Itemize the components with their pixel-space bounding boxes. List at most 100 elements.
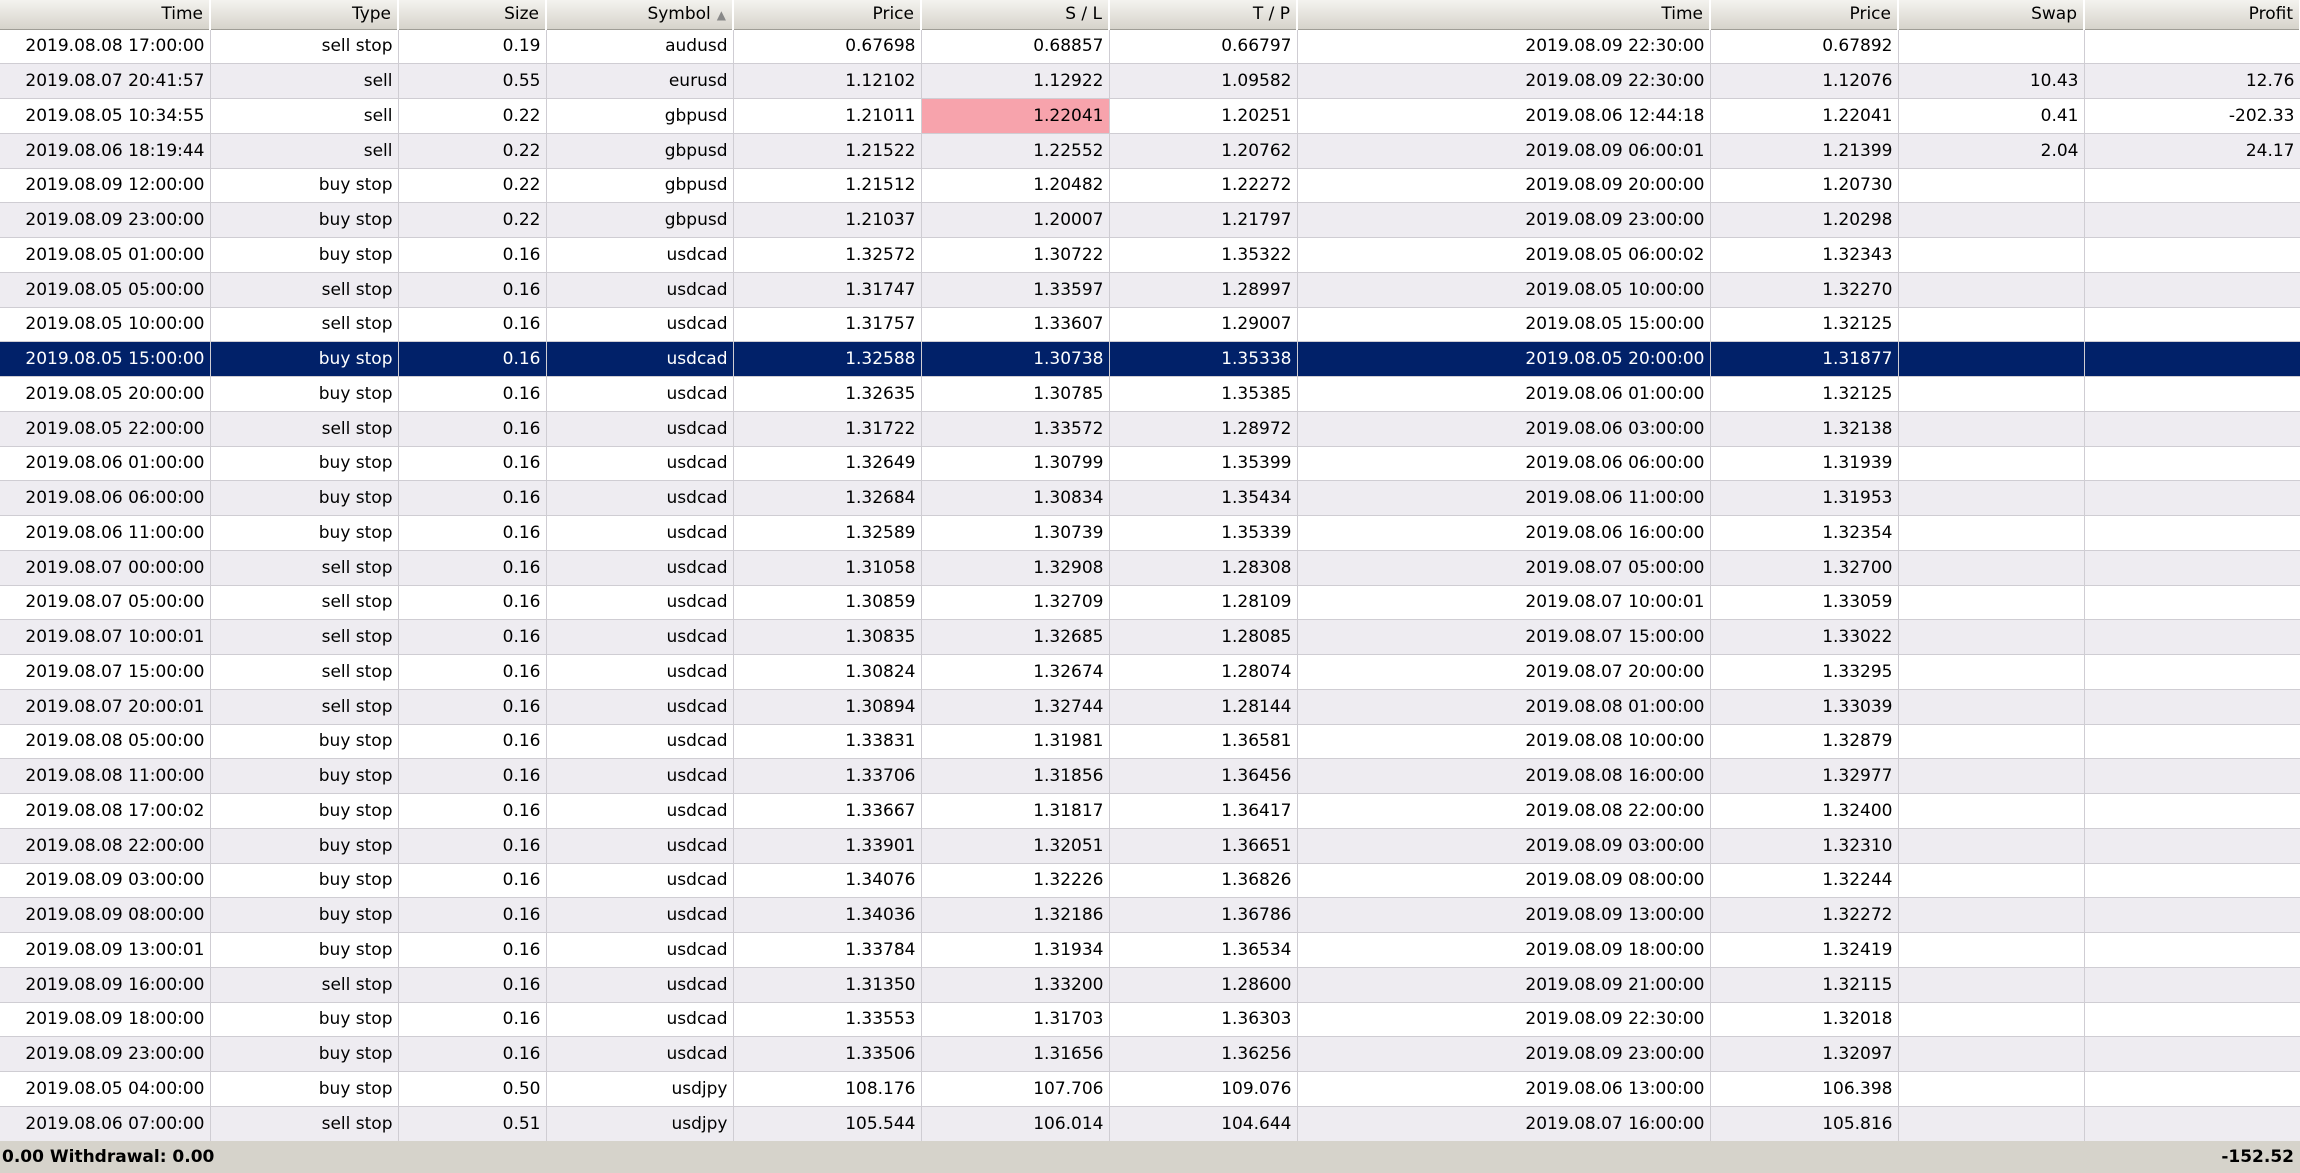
table-row[interactable]: 2019.08.08 17:00:00 sell stop 0.19 audusd 0.… <box>0 29 2300 65</box>
table-cell <box>1898 29 2085 65</box>
table-cell: sell stop <box>210 654 399 690</box>
table-cell: 0.16 <box>398 480 547 516</box>
table-cell: 1.32685 <box>921 619 1110 655</box>
table-cell <box>2084 724 2300 760</box>
table-cell: 2019.08.06 03:00:00 <box>1297 411 1711 447</box>
table-cell: buy stop <box>210 1036 399 1072</box>
column-header[interactable]: Time <box>0 0 211 30</box>
table-row[interactable]: 2019.08.05 01:00:00 buy stop 0.16 usdcad 1.3… <box>0 237 2300 273</box>
table-cell <box>1898 654 2085 690</box>
table-cell: sell stop <box>210 272 399 308</box>
table-row[interactable]: 2019.08.06 01:00:00 buy stop 0.16 usdcad 1.3… <box>0 446 2300 482</box>
table-row[interactable]: 2019.08.06 07:00:00 sell stop 0.51 usdjpy 10… <box>0 1106 2300 1142</box>
column-header[interactable]: S / L <box>921 0 1110 30</box>
table-cell: 1.36534 <box>1109 932 1298 968</box>
table-cell <box>2084 550 2300 586</box>
table-cell: 2019.08.09 03:00:00 <box>0 863 211 899</box>
table-cell: 2019.08.09 16:00:00 <box>0 967 211 1003</box>
table-cell: 2019.08.06 11:00:00 <box>0 515 211 551</box>
table-cell: 1.32115 <box>1710 967 1899 1003</box>
table-cell: 2019.08.06 16:00:00 <box>1297 515 1711 551</box>
table-cell <box>2084 237 2300 273</box>
table-row[interactable]: 2019.08.05 04:00:00 buy stop 0.50 usdjpy 108… <box>0 1071 2300 1107</box>
table-cell: buy stop <box>210 202 399 238</box>
table-cell: 1.32226 <box>921 863 1110 899</box>
table-row[interactable]: 2019.08.08 11:00:00 buy stop 0.16 usdcad 1.3… <box>0 758 2300 794</box>
table-row[interactable]: 2019.08.09 16:00:00 sell stop 0.16 usdcad 1.… <box>0 967 2300 1003</box>
table-row[interactable]: 2019.08.07 20:41:57 sell 0.55 eurusd 1.12102… <box>0 63 2300 99</box>
table-cell: 1.32649 <box>733 446 922 482</box>
column-header[interactable]: Price <box>733 0 922 30</box>
table-cell: sell stop <box>210 967 399 1003</box>
table-row[interactable]: 2019.08.08 17:00:02 buy stop 0.16 usdcad 1.3… <box>0 793 2300 829</box>
table-cell: 2019.08.08 22:00:00 <box>0 828 211 864</box>
table-cell: sell stop <box>210 689 399 725</box>
table-row[interactable]: 2019.08.06 11:00:00 buy stop 0.16 usdcad 1.3… <box>0 515 2300 551</box>
table-cell: 1.30824 <box>733 654 922 690</box>
table-cell: 1.12076 <box>1710 63 1899 99</box>
status-bar: 0.00 Withdrawal: 0.00 -152.52 <box>0 1141 2300 1173</box>
table-row[interactable]: 2019.08.07 10:00:01 sell stop 0.16 usdcad 1.… <box>0 619 2300 655</box>
table-row[interactable]: 2019.08.07 15:00:00 sell stop 0.16 usdcad 1.… <box>0 654 2300 690</box>
table-row[interactable]: 2019.08.05 10:00:00 sell stop 0.16 usdcad 1.… <box>0 307 2300 343</box>
table-cell: buy stop <box>210 828 399 864</box>
column-header[interactable]: Profit <box>2084 0 2300 30</box>
table-cell: 1.31656 <box>921 1036 1110 1072</box>
table-row[interactable]: 2019.08.05 15:00:00 buy stop 0.16 usdcad 1.3… <box>0 341 2300 377</box>
table-cell <box>1898 341 2085 377</box>
table-cell <box>1898 168 2085 204</box>
table-cell <box>2084 1071 2300 1107</box>
table-row[interactable]: 2019.08.07 20:00:01 sell stop 0.16 usdcad 1.… <box>0 689 2300 725</box>
table-cell: 1.12922 <box>921 63 1110 99</box>
table-cell <box>1898 724 2085 760</box>
table-cell: usdcad <box>546 341 734 377</box>
table-row[interactable]: 2019.08.09 13:00:01 buy stop 0.16 usdcad 1.3… <box>0 932 2300 968</box>
table-row[interactable]: 2019.08.09 03:00:00 buy stop 0.16 usdcad 1.3… <box>0 863 2300 899</box>
column-header[interactable]: T / P <box>1109 0 1298 30</box>
table-cell: 1.20730 <box>1710 168 1899 204</box>
table-cell <box>1898 932 2085 968</box>
table-cell: sell stop <box>210 550 399 586</box>
table-cell: 0.16 <box>398 758 547 794</box>
table-row[interactable]: 2019.08.06 06:00:00 buy stop 0.16 usdcad 1.3… <box>0 480 2300 516</box>
table-row[interactable]: 2019.08.09 18:00:00 buy stop 0.16 usdcad 1.3… <box>0 1002 2300 1038</box>
column-header[interactable]: Type <box>210 0 399 30</box>
table-cell: 1.33607 <box>921 307 1110 343</box>
table-row[interactable]: 2019.08.08 22:00:00 buy stop 0.16 usdcad 1.3… <box>0 828 2300 864</box>
table-cell: 2019.08.06 11:00:00 <box>1297 480 1711 516</box>
table-row[interactable]: 2019.08.09 08:00:00 buy stop 0.16 usdcad 1.3… <box>0 897 2300 933</box>
table-cell: usdcad <box>546 446 734 482</box>
column-header[interactable]: Price <box>1710 0 1899 30</box>
column-header[interactable]: Swap <box>1898 0 2085 30</box>
table-row[interactable]: 2019.08.06 18:19:44 sell 0.22 gbpusd 1.21522… <box>0 133 2300 169</box>
table-row[interactable]: 2019.08.05 22:00:00 sell stop 0.16 usdcad 1.… <box>0 411 2300 447</box>
table-cell: 1.20251 <box>1109 98 1298 134</box>
table-cell: 1.31939 <box>1710 446 1899 482</box>
table-row[interactable]: 2019.08.07 05:00:00 sell stop 0.16 usdcad 1.… <box>0 585 2300 621</box>
table-cell: 1.32572 <box>733 237 922 273</box>
table-cell: usdcad <box>546 1036 734 1072</box>
table-cell: 1.33553 <box>733 1002 922 1038</box>
table-cell: -202.33 <box>2084 98 2300 134</box>
table-cell: 1.32125 <box>1710 376 1899 412</box>
table-row[interactable]: 2019.08.05 20:00:00 buy stop 0.16 usdcad 1.3… <box>0 376 2300 412</box>
table-row[interactable]: 2019.08.09 23:00:00 buy stop 0.16 usdcad 1.3… <box>0 1036 2300 1072</box>
column-header[interactable]: Time <box>1297 0 1711 30</box>
table-cell: 1.35338 <box>1109 341 1298 377</box>
table-cell: 1.32419 <box>1710 932 1899 968</box>
table-cell: usdcad <box>546 897 734 933</box>
table-cell: 1.22272 <box>1109 168 1298 204</box>
table-row[interactable]: 2019.08.07 00:00:00 sell stop 0.16 usdcad 1.… <box>0 550 2300 586</box>
table-cell: sell stop <box>210 307 399 343</box>
table-row[interactable]: 2019.08.09 12:00:00 buy stop 0.22 gbpusd 1.2… <box>0 168 2300 204</box>
column-header[interactable]: Symbol ▲ <box>546 0 734 30</box>
table-row[interactable]: 2019.08.05 10:34:55 sell 0.22 gbpusd 1.21011… <box>0 98 2300 134</box>
table-row[interactable]: 2019.08.08 05:00:00 buy stop 0.16 usdcad 1.3… <box>0 724 2300 760</box>
table-cell: gbpusd <box>546 133 734 169</box>
table-row[interactable]: 2019.08.09 23:00:00 buy stop 0.22 gbpusd 1.2… <box>0 202 2300 238</box>
table-cell: gbpusd <box>546 98 734 134</box>
column-header[interactable]: Size <box>398 0 547 30</box>
table-row[interactable]: 2019.08.05 05:00:00 sell stop 0.16 usdcad 1.… <box>0 272 2300 308</box>
table-cell: usdcad <box>546 237 734 273</box>
